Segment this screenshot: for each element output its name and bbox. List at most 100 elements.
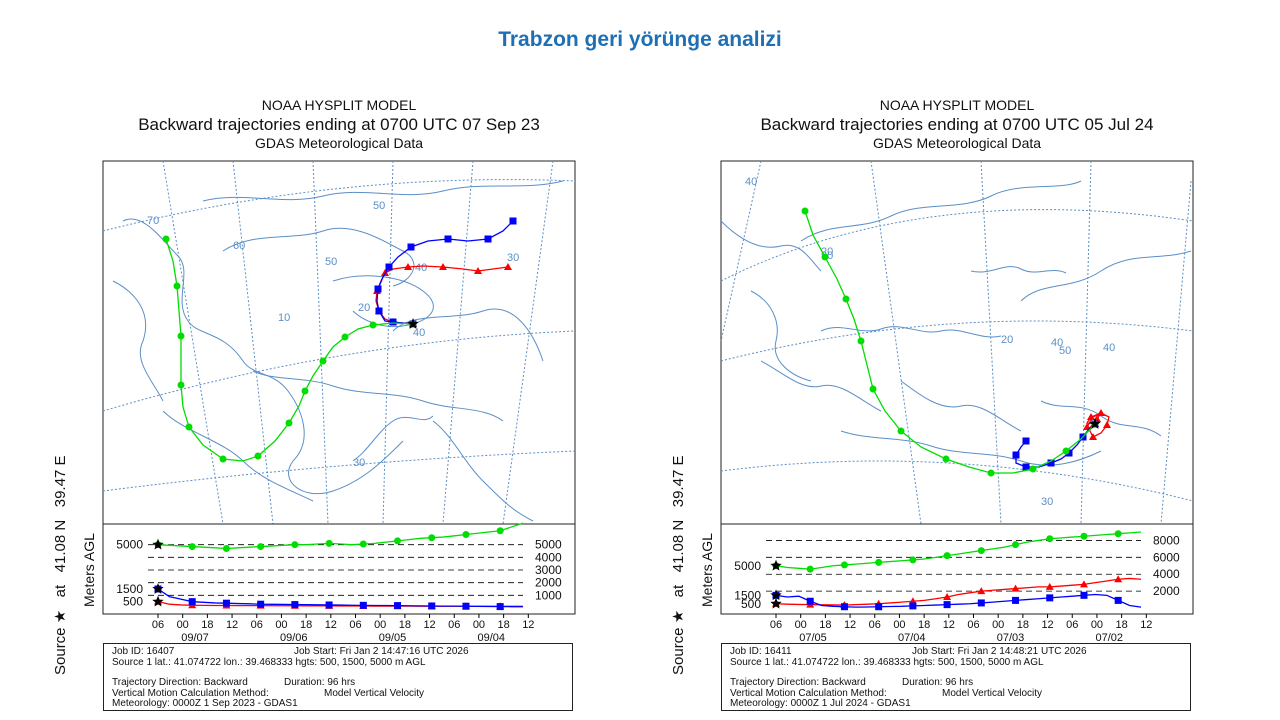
time-tick-label: 12 xyxy=(943,619,955,631)
height-series-marker xyxy=(428,602,436,610)
height-right-label: 2000 xyxy=(1153,584,1180,598)
map-gridline xyxy=(232,160,274,525)
height-series-marker xyxy=(806,597,814,605)
height-series-triangle xyxy=(775,577,1142,606)
map-trajectory-marker xyxy=(375,307,383,315)
map-coastline xyxy=(750,290,812,382)
map-trajectory-marker xyxy=(439,263,447,270)
height-series-marker xyxy=(394,537,402,545)
source-info: Source 1 lat.: 41.074722 lon.: 39.468333… xyxy=(112,657,426,668)
map-lon-label: 40 xyxy=(745,176,757,188)
time-tick-label: 18 xyxy=(399,619,411,631)
job-id: Job ID: 16407 xyxy=(112,646,175,657)
height-right-label: 6000 xyxy=(1153,550,1180,564)
map-trajectory-marker xyxy=(177,332,185,340)
chart-title: Backward trajectories ending at 0700 UTC… xyxy=(760,115,1154,134)
map-trajectory-marker xyxy=(341,333,349,341)
time-tick-label: 18 xyxy=(300,619,312,631)
height-source-star xyxy=(770,559,782,571)
height-right-label: 2000 xyxy=(535,576,562,590)
map-trajectory-marker xyxy=(1103,421,1111,428)
map-coastline xyxy=(800,180,1082,242)
height-source-star xyxy=(152,583,164,594)
map-trajectory-marker xyxy=(1062,447,1070,455)
job-start: Job Start: Fri Jan 2 14:48:21 UTC 2026 xyxy=(912,646,1087,657)
time-tick-label: 06 xyxy=(770,619,782,631)
height-left-label: 500 xyxy=(741,597,761,611)
height-series-marker xyxy=(1012,541,1020,549)
map-lon-label: 50 xyxy=(1059,345,1071,357)
height-right-label: 5000 xyxy=(535,538,562,552)
map-coastline xyxy=(760,360,882,412)
map-trajectory-marker xyxy=(504,263,512,270)
trajectory-chart: 4030204020504030800060004000200050001500… xyxy=(720,160,1194,644)
date-label: 07/02 xyxy=(1096,632,1124,644)
time-tick-label: 06 xyxy=(349,619,361,631)
map-coastline xyxy=(840,430,1102,466)
time-tick-label: 18 xyxy=(1116,619,1128,631)
time-tick-label: 00 xyxy=(1091,619,1103,631)
height-series-marker xyxy=(359,540,367,548)
chart-subtitle: GDAS Meteorological Data xyxy=(254,135,424,151)
time-tick-label: 12 xyxy=(844,619,856,631)
map-trajectory-marker xyxy=(897,427,905,435)
map-lon-label: 70 xyxy=(147,215,159,227)
height-series-marker xyxy=(1114,530,1122,538)
map-coastline xyxy=(202,180,564,202)
map-trajectory-marker xyxy=(821,253,829,261)
map-trajectory-marker xyxy=(987,469,995,477)
height-series-marker xyxy=(875,558,883,566)
height-series-marker xyxy=(325,601,333,609)
map-lon-label: 30 xyxy=(507,252,519,264)
map-source-star xyxy=(1089,418,1101,429)
height-series-marker xyxy=(257,600,265,608)
model-name: NOAA HYSPLIT MODEL xyxy=(261,97,417,113)
trajectory-panel-jul24: NOAA HYSPLIT MODEL Backward trajectories… xyxy=(670,95,1194,715)
height-series-marker xyxy=(1080,532,1088,540)
height-series-marker xyxy=(1114,575,1123,583)
map-trajectory-marker xyxy=(177,381,185,389)
map-trajectory-marker xyxy=(1087,413,1095,420)
map-lat-label: 40 xyxy=(1051,337,1063,349)
time-tick-label: 00 xyxy=(473,619,485,631)
meteorology: Meteorology: 0000Z 1 Jul 2024 - GDAS1 xyxy=(730,698,911,709)
time-tick-label: 06 xyxy=(967,619,979,631)
height-series-marker xyxy=(496,527,504,535)
map-frame xyxy=(720,160,1194,525)
map-lon-label: 60 xyxy=(233,240,245,252)
time-tick-label: 00 xyxy=(275,619,287,631)
map-trajectory-marker xyxy=(1022,463,1030,471)
map-gridline xyxy=(720,320,1194,362)
job-id: Job ID: 16411 xyxy=(730,646,792,657)
time-tick-label: 12 xyxy=(522,619,534,631)
height-series-marker xyxy=(977,587,986,595)
map-coastline xyxy=(222,227,415,287)
time-tick-label: 06 xyxy=(1066,619,1078,631)
map-trajectory-marker xyxy=(842,295,850,303)
time-tick-label: 06 xyxy=(869,619,881,631)
height-series-circle xyxy=(157,522,524,550)
height-graph-frame xyxy=(720,523,1194,615)
time-tick-label: 18 xyxy=(918,619,930,631)
height-series-marker xyxy=(875,603,883,611)
duration: Duration: 96 hrs xyxy=(902,677,974,688)
chart-subtitle: GDAS Meteorological Data xyxy=(872,135,1042,151)
map-lat-label: 40 xyxy=(413,327,425,339)
height-series-marker xyxy=(1012,596,1020,604)
height-right-label: 3000 xyxy=(535,563,562,577)
time-tick-label: 00 xyxy=(992,619,1004,631)
job-info-box: Job ID: 16407 Job Start: Fri Jan 2 14:47… xyxy=(103,643,573,711)
height-series-marker xyxy=(909,556,917,564)
date-label: 09/07 xyxy=(181,632,209,644)
height-series-marker xyxy=(806,565,814,573)
height-series-marker xyxy=(462,531,470,539)
height-left-label: 500 xyxy=(123,595,143,609)
map-coastline xyxy=(970,266,1067,274)
height-series-marker xyxy=(222,599,230,607)
map-trajectory-marker xyxy=(1065,449,1073,457)
map-coastline xyxy=(900,380,1022,432)
map-gridline xyxy=(442,160,474,525)
height-graph-frame xyxy=(102,523,576,615)
map-trajectory-marker xyxy=(407,243,415,251)
